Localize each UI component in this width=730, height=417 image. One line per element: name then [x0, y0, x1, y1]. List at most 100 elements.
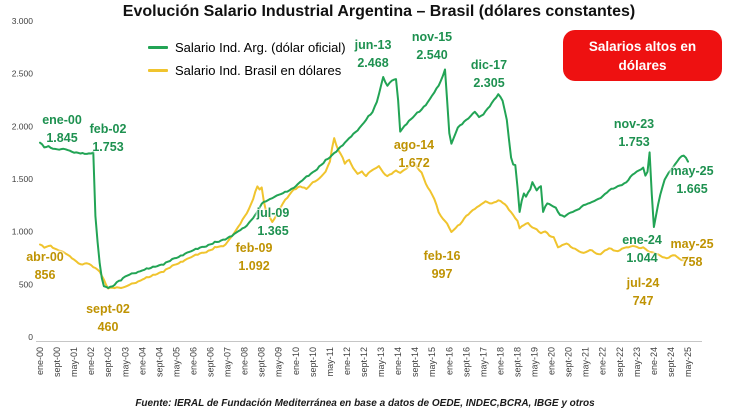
x-axis-tick: may-01: [69, 347, 79, 377]
annotation-nov-15-arg: nov-15 2.540: [392, 29, 472, 64]
annotation-ago-14-bra: ago-14 1.672: [374, 137, 454, 172]
callout-badge: Salarios altos en dólares: [563, 30, 722, 81]
y-axis-tick: 0: [28, 332, 33, 342]
annotation-feb-16-bra: feb-16 997: [402, 248, 482, 283]
annotation-value: 460: [97, 319, 119, 334]
x-axis-tick: sept-06: [206, 347, 216, 377]
annotation-feb-02-arg: feb-02 1.753: [68, 121, 148, 156]
source-footer: Fuente: IERAL de Fundación Mediterránea …: [135, 398, 595, 409]
annotation-value: 1.753: [618, 134, 650, 149]
annotation-sept-02-bra: sept-02 460: [68, 301, 148, 336]
annotation-date: nov-15: [411, 30, 453, 44]
legend-label-argentina: Salario Ind. Arg. (dólar oficial): [175, 40, 346, 55]
annotation-abr-00-bra: abr-00 856: [5, 249, 85, 284]
annotation-date: ago-14: [393, 138, 435, 152]
legend: Salario Ind. Arg. (dólar oficial) Salari…: [148, 36, 346, 82]
legend-label-brasil: Salario Ind. Brasil en dólares: [175, 63, 342, 78]
x-axis-tick: sept-14: [410, 347, 420, 377]
annotation-value: 1.365: [257, 223, 289, 238]
annotation-value: 997: [431, 266, 453, 281]
x-axis-tick: may-11: [325, 347, 335, 376]
annotation-date: nov-23: [613, 117, 655, 131]
x-axis-tick: sept-02: [103, 347, 113, 377]
x-axis-tick: may-25: [683, 347, 693, 377]
annotation-date: ene-00: [42, 113, 82, 127]
x-axis-tick: ene-20: [547, 347, 557, 375]
annotation-value: 2.540: [416, 47, 448, 62]
x-axis-tick: ene-08: [240, 347, 250, 375]
annotation-jul-09-arg: jul-09 1.365: [233, 205, 313, 240]
series-line-arg: [39, 68, 689, 289]
x-axis-tick: ene-12: [342, 347, 352, 375]
callout-badge-line2: dólares: [618, 57, 667, 73]
annotation-date: may-25: [670, 237, 714, 251]
annotation-value: 1.845: [46, 130, 78, 145]
series-line-bra: [39, 137, 689, 290]
annotation-date: feb-16: [423, 249, 461, 263]
annotation-date: jun-13: [354, 38, 392, 52]
x-axis-tick: sept-20: [564, 347, 574, 377]
annotation-nov-23-arg: nov-23 1.753: [594, 116, 674, 151]
y-axis-tick: 2.500: [12, 69, 34, 79]
annotation-value: 747: [632, 293, 654, 308]
annotation-value: 1.044: [626, 250, 658, 265]
x-axis-tick: may-05: [171, 347, 181, 377]
x-axis-tick: may-07: [223, 347, 233, 377]
x-axis-tick: sept-12: [359, 347, 369, 377]
x-axis-tick: ene-02: [86, 347, 96, 375]
annotation-date: ene-24: [622, 233, 662, 247]
y-axis-tick: 500: [19, 279, 33, 289]
x-axis-tick: may-23: [632, 347, 642, 377]
x-axis-tick: may-09: [274, 347, 284, 377]
x-axis-tick: ene-24: [649, 347, 659, 375]
annotation-date: abr-00: [26, 250, 64, 264]
annotation-date: dic-17: [470, 58, 508, 72]
x-axis-tick: ene-22: [598, 347, 608, 375]
annotation-ene-24-arg: ene-24 1.044: [602, 232, 682, 267]
x-axis-tick: sept-18: [512, 347, 522, 377]
annotation-ene-00-arg: ene-00 1.845: [22, 112, 102, 147]
annotation-date: feb-09: [235, 241, 273, 255]
x-axis-tick: ene-10: [291, 347, 301, 375]
x-axis-tick: ene-16: [444, 347, 454, 375]
annotation-may-25-bra: may-25 758: [652, 236, 730, 271]
annotation-value: 2.305: [473, 75, 505, 90]
x-axis-tick: sept-10: [308, 347, 318, 377]
x-axis-tick: may-03: [120, 347, 130, 377]
x-axis-tick: may-19: [530, 347, 540, 377]
annotation-jun-13-arg: jun-13 2.468: [333, 37, 413, 72]
x-axis-tick: sept-24: [666, 347, 676, 377]
legend-item-brasil: Salario Ind. Brasil en dólares: [148, 59, 346, 82]
annotation-value: 1.672: [398, 155, 430, 170]
legend-item-argentina: Salario Ind. Arg. (dólar oficial): [148, 36, 346, 59]
annotation-date: sept-02: [86, 302, 130, 316]
annotation-date: feb-02: [89, 122, 127, 136]
annotation-value: 2.468: [357, 55, 389, 70]
legend-line-swatch-brasil: [148, 69, 168, 72]
annotation-value: 758: [681, 254, 703, 269]
x-axis-tick: may-13: [376, 347, 386, 377]
x-axis-tick: ene-14: [393, 347, 403, 375]
x-axis-tick: may-21: [581, 347, 591, 377]
annotation-value: 856: [34, 267, 56, 282]
y-axis-tick: 1.500: [12, 174, 34, 184]
annotation-dic-17-arg: dic-17 2.305: [449, 57, 529, 92]
annotation-jul-24-bra: jul-24 747: [603, 275, 683, 310]
legend-line-swatch-argentina: [148, 46, 168, 49]
x-axis-tick: sept-04: [154, 347, 164, 377]
annotation-date: jul-24: [626, 276, 660, 290]
annotation-value: 1.092: [238, 258, 270, 273]
x-axis-tick: sept-22: [615, 347, 625, 377]
x-axis-tick: may-17: [478, 347, 488, 377]
callout-badge-line1: Salarios altos en: [588, 38, 697, 54]
annotation-value: 1.665: [676, 181, 708, 196]
y-axis-tick: 2.000: [12, 121, 34, 131]
annotation-may-25-arg: may-25 1.665: [652, 163, 730, 198]
x-axis-tick: ene-06: [188, 347, 198, 375]
annotation-date: jul-09: [256, 206, 290, 220]
x-axis-tick: ene-18: [495, 347, 505, 375]
x-axis-tick: sept-08: [257, 347, 267, 377]
x-axis-tick: ene-00: [35, 347, 45, 375]
